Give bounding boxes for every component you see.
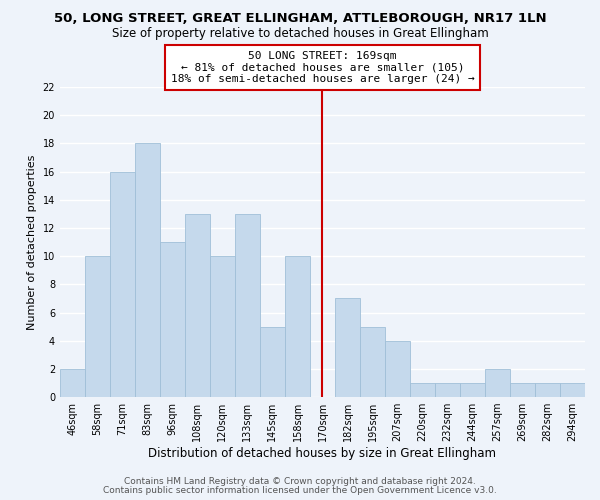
- Text: Size of property relative to detached houses in Great Ellingham: Size of property relative to detached ho…: [112, 28, 488, 40]
- Bar: [160, 242, 185, 397]
- Bar: [235, 214, 260, 397]
- Bar: [410, 383, 434, 397]
- Bar: [361, 326, 385, 397]
- Bar: [136, 144, 160, 397]
- Bar: [560, 383, 584, 397]
- Bar: [335, 298, 359, 397]
- Bar: [485, 369, 509, 397]
- Bar: [535, 383, 560, 397]
- Bar: [110, 172, 134, 397]
- Bar: [185, 214, 209, 397]
- Bar: [260, 326, 284, 397]
- Bar: [286, 256, 310, 397]
- Bar: [60, 369, 85, 397]
- Text: 50, LONG STREET, GREAT ELLINGHAM, ATTLEBOROUGH, NR17 1LN: 50, LONG STREET, GREAT ELLINGHAM, ATTLEB…: [53, 12, 547, 26]
- Bar: [511, 383, 535, 397]
- X-axis label: Distribution of detached houses by size in Great Ellingham: Distribution of detached houses by size …: [148, 447, 496, 460]
- Bar: [460, 383, 485, 397]
- Bar: [85, 256, 110, 397]
- Bar: [211, 256, 235, 397]
- Text: Contains HM Land Registry data © Crown copyright and database right 2024.: Contains HM Land Registry data © Crown c…: [124, 477, 476, 486]
- Text: 50 LONG STREET: 169sqm
← 81% of detached houses are smaller (105)
18% of semi-de: 50 LONG STREET: 169sqm ← 81% of detached…: [170, 50, 475, 84]
- Y-axis label: Number of detached properties: Number of detached properties: [27, 154, 37, 330]
- Bar: [436, 383, 460, 397]
- Text: Contains public sector information licensed under the Open Government Licence v3: Contains public sector information licen…: [103, 486, 497, 495]
- Bar: [385, 340, 410, 397]
